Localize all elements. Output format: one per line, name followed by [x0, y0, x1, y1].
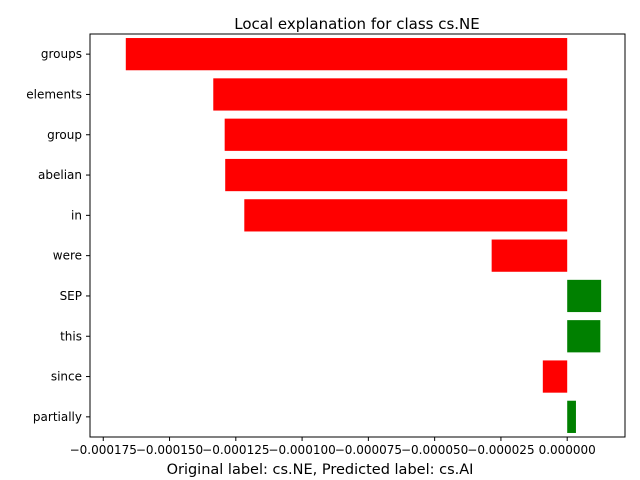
- x-tick-label: −0.000175: [70, 443, 137, 457]
- bar-this: [567, 320, 601, 353]
- y-axis: groups elements group abelian in were SEP this s…: [26, 47, 90, 424]
- bar-were: [491, 239, 568, 272]
- chart-title: Local explanation for class cs.NE: [234, 15, 480, 33]
- plot-frame: [89, 33, 626, 438]
- y-tick-label: SEP: [60, 289, 82, 303]
- y-tick-label: elements: [26, 87, 82, 101]
- bar-partially: [567, 400, 576, 433]
- y-tick-label: abelian: [38, 168, 82, 182]
- bar-sep: [567, 279, 602, 313]
- x-tick-label: 0.000000: [539, 443, 596, 457]
- y-tick-label: were: [53, 249, 82, 263]
- bar-group: [224, 118, 568, 151]
- bars-layer: [125, 38, 602, 433]
- y-tick-label: in: [71, 208, 82, 222]
- x-tick-label: −0.000050: [401, 443, 468, 457]
- y-tick-label: partially: [33, 410, 82, 424]
- bar-elements: [213, 78, 568, 111]
- x-axis: −0.000175−0.000150−0.000125−0.000100−0.0…: [70, 437, 596, 457]
- x-tick-label: −0.000150: [136, 443, 203, 457]
- bar-in: [244, 199, 568, 232]
- x-tick-label: −0.000075: [335, 443, 402, 457]
- bar-groups: [125, 38, 568, 71]
- x-axis-label: Original label: cs.NE, Predicted label: …: [167, 462, 474, 478]
- x-tick-label: −0.000100: [268, 443, 335, 457]
- bar-since: [542, 360, 568, 393]
- y-tick-label: this: [60, 329, 82, 343]
- y-tick-label: since: [51, 370, 82, 384]
- bar-abelian: [225, 158, 568, 192]
- x-tick-label: −0.000125: [202, 443, 269, 457]
- y-tick-label: group: [47, 128, 82, 142]
- x-tick-label: −0.000025: [467, 443, 534, 457]
- y-tick-label: groups: [41, 47, 82, 61]
